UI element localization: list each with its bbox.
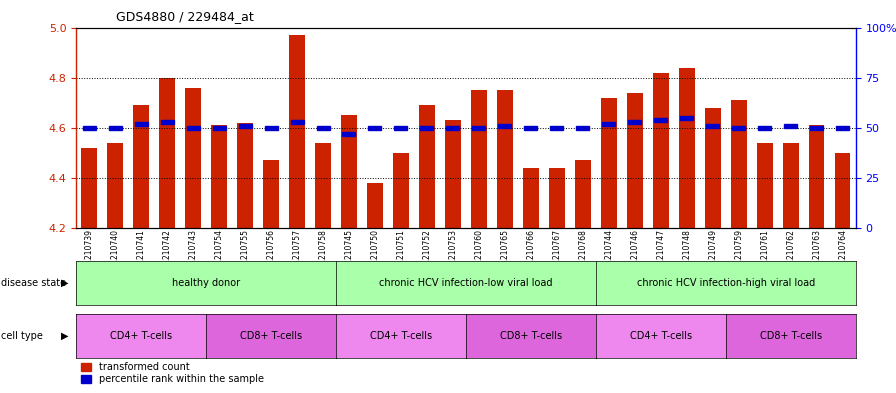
Bar: [238, 124, 252, 128]
Bar: [108, 126, 122, 130]
Bar: [108, 143, 123, 228]
Bar: [810, 126, 823, 130]
Text: healthy donor: healthy donor: [172, 278, 240, 288]
Text: cell type: cell type: [1, 331, 43, 341]
Text: CD8+ T-cells: CD8+ T-cells: [500, 331, 562, 341]
Bar: [550, 126, 564, 130]
Text: CD8+ T-cells: CD8+ T-cells: [760, 331, 822, 341]
Text: chronic HCV infection-high viral load: chronic HCV infection-high viral load: [637, 278, 814, 288]
Bar: [263, 160, 279, 228]
Bar: [160, 120, 174, 124]
Bar: [524, 126, 538, 130]
Bar: [835, 153, 850, 228]
Bar: [601, 98, 616, 228]
Bar: [186, 126, 200, 130]
Text: percentile rank within the sample: percentile rank within the sample: [99, 374, 263, 384]
Text: ▶: ▶: [61, 331, 68, 341]
Bar: [653, 73, 668, 228]
Text: CD4+ T-cells: CD4+ T-cells: [370, 331, 432, 341]
Bar: [523, 168, 538, 228]
Bar: [445, 120, 461, 228]
Text: CD4+ T-cells: CD4+ T-cells: [630, 331, 692, 341]
Bar: [342, 132, 356, 136]
Text: ▶: ▶: [61, 278, 68, 288]
Bar: [757, 143, 772, 228]
Bar: [289, 35, 305, 228]
Bar: [315, 143, 331, 228]
Text: CD4+ T-cells: CD4+ T-cells: [110, 331, 172, 341]
Bar: [471, 90, 487, 228]
Bar: [498, 124, 512, 128]
Bar: [212, 126, 226, 130]
Bar: [783, 143, 798, 228]
Bar: [758, 126, 771, 130]
Bar: [159, 78, 175, 228]
Bar: [446, 126, 460, 130]
Bar: [185, 88, 201, 228]
Bar: [627, 93, 642, 228]
Bar: [82, 148, 97, 228]
Bar: [679, 68, 694, 228]
Bar: [628, 120, 642, 124]
Bar: [575, 160, 590, 228]
Bar: [394, 126, 408, 130]
Bar: [602, 122, 616, 126]
Bar: [654, 118, 668, 122]
Text: chronic HCV infection-low viral load: chronic HCV infection-low viral load: [379, 278, 553, 288]
Bar: [732, 126, 745, 130]
Bar: [731, 100, 746, 228]
Bar: [367, 183, 383, 228]
Bar: [706, 124, 719, 128]
Bar: [836, 126, 849, 130]
Bar: [134, 105, 149, 228]
Bar: [290, 120, 304, 124]
Bar: [341, 115, 357, 228]
Bar: [81, 363, 91, 371]
Text: transformed count: transformed count: [99, 362, 189, 372]
Text: CD8+ T-cells: CD8+ T-cells: [240, 331, 302, 341]
Bar: [264, 126, 278, 130]
Text: disease state: disease state: [1, 278, 66, 288]
Bar: [549, 168, 564, 228]
Bar: [680, 116, 694, 120]
Bar: [393, 153, 409, 228]
Bar: [420, 126, 434, 130]
Bar: [576, 126, 590, 130]
Text: GDS4880 / 229484_at: GDS4880 / 229484_at: [116, 10, 254, 23]
Bar: [809, 125, 824, 228]
Bar: [82, 126, 96, 130]
Bar: [368, 126, 382, 130]
Bar: [705, 108, 720, 228]
Bar: [81, 375, 91, 383]
Bar: [419, 105, 435, 228]
Bar: [134, 122, 148, 126]
Bar: [237, 123, 253, 228]
Bar: [784, 124, 797, 128]
Bar: [472, 126, 486, 130]
Bar: [211, 125, 227, 228]
Bar: [497, 90, 513, 228]
Bar: [316, 126, 330, 130]
